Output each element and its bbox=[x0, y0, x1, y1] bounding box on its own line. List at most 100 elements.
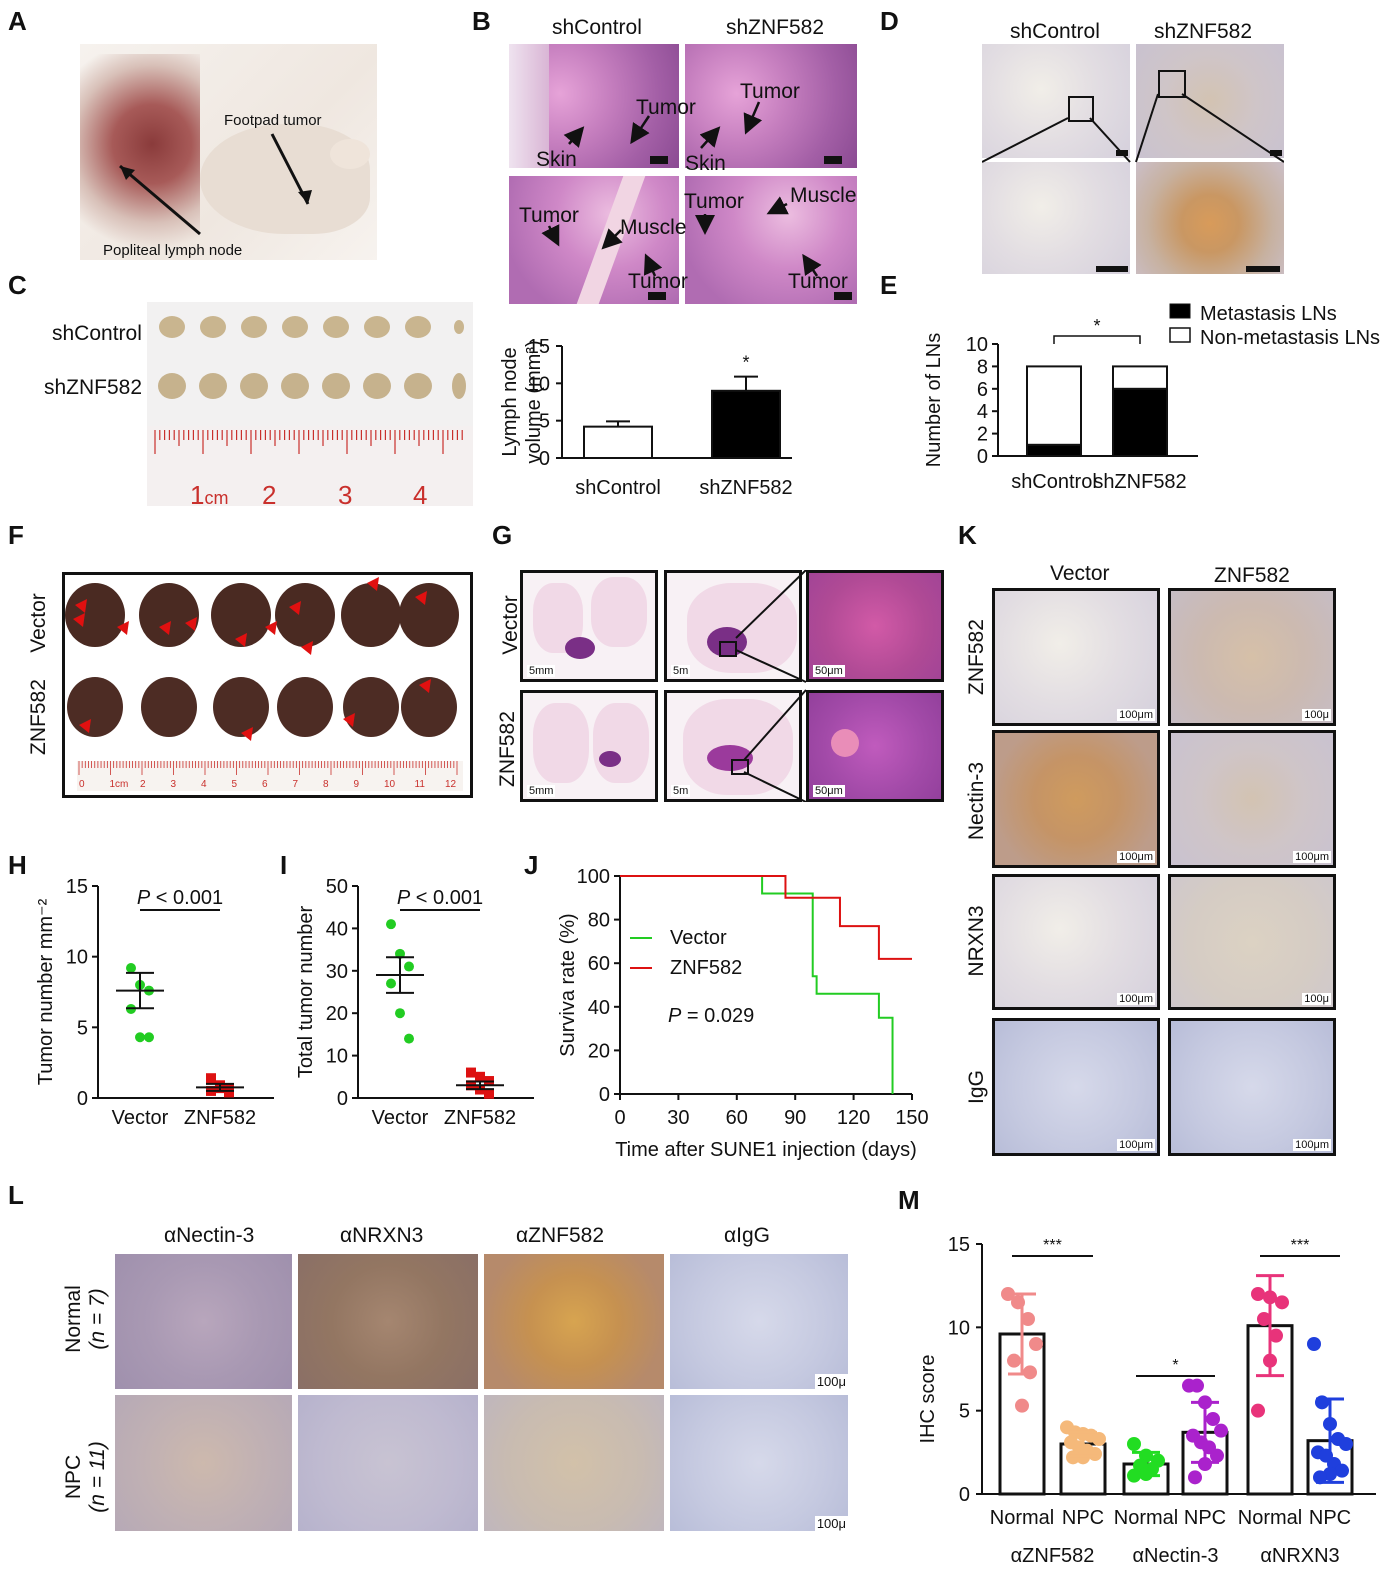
l-col4-label: αIgG bbox=[724, 1224, 770, 1247]
lymph-node-control bbox=[323, 316, 349, 338]
f-row1-label: Vector bbox=[27, 593, 50, 653]
lymph-node-zn bbox=[158, 373, 186, 399]
xtick-label: Vector bbox=[112, 1107, 169, 1129]
k-vector-nectin3: 100μm bbox=[992, 730, 1160, 868]
g-vector-lobe: 5m bbox=[664, 570, 802, 682]
k-zn-znf582: 100μ bbox=[1168, 588, 1336, 726]
f-ruler-label: 11 bbox=[415, 779, 426, 790]
m-xtick-label: NPC bbox=[1062, 1507, 1104, 1529]
k-zn-nrxn3: 100μ bbox=[1168, 874, 1336, 1010]
d-col2-label: shZNF582 bbox=[1154, 20, 1253, 43]
m-ytick-label: 5 bbox=[959, 1401, 970, 1423]
m-point bbox=[1190, 1378, 1204, 1393]
lymph-node-zn bbox=[404, 373, 432, 399]
f-ruler-label: 5 bbox=[232, 779, 238, 790]
footpad-arrowhead bbox=[298, 190, 312, 204]
ruler-num-2: 2 bbox=[262, 480, 277, 510]
f-ruler-label: 3 bbox=[171, 779, 177, 790]
d-zoom-lines bbox=[982, 93, 1284, 163]
tumor-arrowhead bbox=[73, 613, 85, 627]
ihc-score-chart: 0 5 10 15 Normal NPC Normal NPC Normal NPC *** αZNF… bbox=[917, 1234, 1376, 1567]
lymph-node-control bbox=[159, 316, 185, 338]
e-bar-nonmetastasis bbox=[1026, 365, 1082, 446]
j-ytick-label: 60 bbox=[588, 953, 610, 975]
b-tumor-3: Tumor bbox=[519, 204, 579, 227]
l-col3-label: αZNF582 bbox=[516, 1224, 604, 1247]
d-col1-label: shControl bbox=[1010, 20, 1100, 43]
b-skin-2: Skin bbox=[685, 152, 726, 175]
point-vector bbox=[386, 978, 396, 989]
point-vector bbox=[144, 1032, 154, 1043]
lung-zn bbox=[67, 677, 123, 737]
j-ytick-label: 20 bbox=[588, 1040, 610, 1062]
tumor-arrowhead bbox=[159, 621, 171, 635]
b-scalebar-3 bbox=[648, 292, 666, 300]
panel-label-j: J bbox=[524, 850, 539, 880]
panel-label-i: I bbox=[280, 850, 288, 880]
e-legend-swatch-1 bbox=[1169, 303, 1191, 319]
m-significance: * bbox=[1172, 1357, 1178, 1374]
ytick-label: 10 bbox=[66, 947, 88, 969]
k-vector-nrxn3: 100μm bbox=[992, 874, 1160, 1010]
j-xtick-label: 60 bbox=[726, 1107, 748, 1129]
popliteal-label: Popliteal lymph node bbox=[103, 242, 243, 259]
c-ylabel-1: Lymph node bbox=[499, 347, 521, 456]
m-group-label: αNectin-3 bbox=[1132, 1545, 1218, 1567]
e-bar-metastasis bbox=[1112, 387, 1168, 457]
m-point bbox=[1214, 1423, 1228, 1438]
footpad-tumor-label: Footpad tumor bbox=[224, 112, 322, 129]
xtick-label: ZNF582 bbox=[184, 1107, 256, 1129]
e-legend-label-2: Non-metastasis LNs bbox=[1200, 327, 1380, 349]
tumor-arrowhead bbox=[415, 591, 427, 605]
f-ruler-label: 2 bbox=[140, 779, 146, 790]
c-ylabel-2: volume (mm³) bbox=[523, 340, 545, 463]
k-scale-6: 100μ bbox=[1302, 993, 1331, 1005]
l-npc-igg: 100μ bbox=[670, 1395, 848, 1531]
k-col2-label: ZNF582 bbox=[1214, 564, 1290, 587]
ylabel-group: Tumor number mm⁻² bbox=[35, 898, 57, 1085]
e-bar-nonmetastasis bbox=[1112, 365, 1168, 390]
lymph-node-control bbox=[364, 316, 390, 338]
ytick-label: 40 bbox=[326, 918, 348, 940]
e-ytick-label: 4 bbox=[977, 401, 988, 423]
l-normal-nectin3 bbox=[115, 1254, 292, 1389]
lymph-node-control bbox=[241, 316, 267, 338]
pvalue-rest: < 0.001 bbox=[410, 887, 483, 909]
m-point bbox=[1023, 1365, 1037, 1380]
g-scale-5: 5m bbox=[671, 785, 691, 797]
l-row2-n: (n = 11) bbox=[86, 1441, 109, 1513]
b-col2-label: shZNF582 bbox=[726, 16, 825, 39]
d-control-zoom bbox=[982, 162, 1130, 274]
d-scalebar-3 bbox=[1096, 266, 1128, 272]
lymph-node-drawing bbox=[147, 316, 473, 506]
lymph-node-zn bbox=[322, 373, 350, 399]
panel-label-b: B bbox=[472, 6, 491, 36]
skin-layer bbox=[509, 44, 549, 168]
ytick-label: 15 bbox=[66, 876, 88, 898]
e-xtick-label: shZNF582 bbox=[1093, 471, 1186, 493]
lung-zn bbox=[401, 677, 457, 737]
b-muscle-2: Muscle bbox=[790, 184, 857, 207]
c-significance: * bbox=[742, 353, 749, 373]
lung-zn bbox=[343, 677, 399, 737]
ytick-label: 0 bbox=[337, 1088, 348, 1110]
lymph-node-zn bbox=[363, 373, 391, 399]
ytick-label: 10 bbox=[326, 1046, 348, 1068]
panel-label-e: E bbox=[880, 270, 898, 300]
k-scale-5: 100μm bbox=[1117, 993, 1155, 1005]
lymph-arrowhead bbox=[120, 166, 135, 180]
lung-vector bbox=[275, 583, 335, 647]
f-ruler-label: 8 bbox=[323, 779, 329, 790]
b-scalebar-1 bbox=[650, 156, 668, 164]
c-ytick-label: 5 bbox=[539, 411, 550, 433]
l-scale-2: 100μ bbox=[814, 1516, 848, 1531]
pvalue-rest: < 0.001 bbox=[150, 887, 223, 909]
m-point bbox=[1076, 1450, 1090, 1465]
l-row1-n: (n = 7) bbox=[86, 1288, 109, 1350]
point-znf582 bbox=[466, 1067, 476, 1078]
k-scale-4: 100μm bbox=[1293, 851, 1331, 863]
dissection-area bbox=[80, 54, 200, 254]
j-xtick-label: 30 bbox=[667, 1107, 689, 1129]
ruler-num-1: 1 bbox=[190, 480, 205, 510]
m-xtick-label: NPC bbox=[1184, 1507, 1226, 1529]
